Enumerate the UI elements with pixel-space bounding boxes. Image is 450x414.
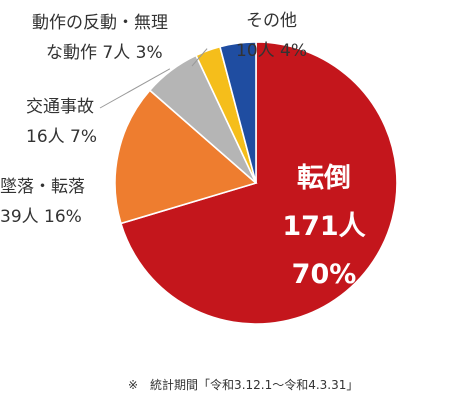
pie-slice-tentou <box>119 41 398 325</box>
slice-label-dousa-name: 動作の反動・無理 <box>32 13 168 33</box>
slice-label-tentou-name: 転倒 <box>297 163 351 194</box>
slice-label-dousa: 動作の反動・無理 な動作 7人 3% <box>32 8 168 68</box>
slice-label-tentou-count: 171人 <box>282 211 366 242</box>
slice-label-dousa-value: な動作 7人 3% <box>46 43 163 63</box>
slice-label-sonota: その他 10人 4% <box>236 6 307 66</box>
pie-slice-tsuiraku <box>114 89 258 225</box>
slice-label-tsuiraku: 墜落・転落 39人 16% <box>0 172 85 232</box>
slice-label-koutsuu-value: 16人 7% <box>26 127 98 147</box>
leader-line-dousa <box>191 48 208 67</box>
slice-label-tentou: 転倒 171人 70% <box>249 155 399 299</box>
pie-slice-sonota <box>218 41 257 184</box>
slice-label-tsuiraku-name: 墜落・転落 <box>0 177 85 197</box>
slice-label-koutsuu-name: 交通事故 <box>26 97 94 117</box>
leader-line-koutsuu <box>99 68 171 109</box>
slice-label-sonota-value: 10人 4% <box>236 41 308 61</box>
statistics-period-note: ※ 統計期間「令和3.12.1～令和4.3.31」 <box>128 378 359 392</box>
slice-label-koutsuu: 交通事故 16人 7% <box>26 92 97 152</box>
slice-label-tsuiraku-value: 39人 16% <box>0 207 82 227</box>
slice-label-tentou-percent: 70% <box>291 259 357 290</box>
slice-label-sonota-name: その他 <box>246 11 297 31</box>
